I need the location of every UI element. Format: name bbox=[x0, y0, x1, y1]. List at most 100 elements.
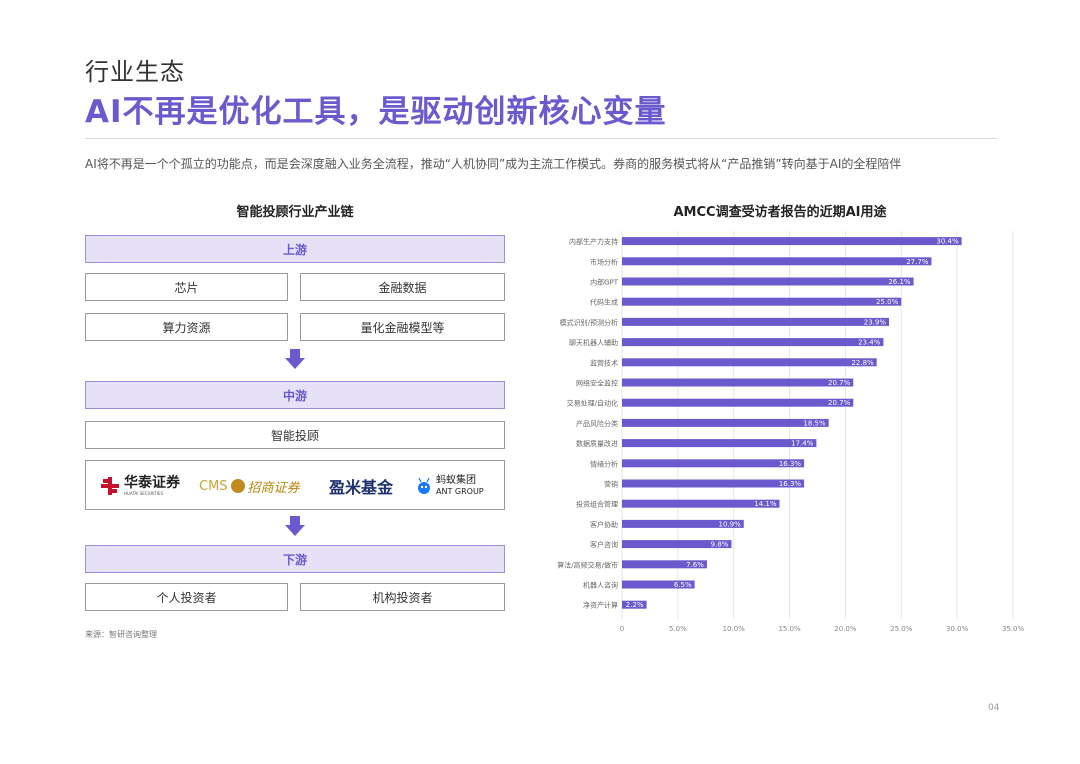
downstream-item-institutional-investors: 机构投资者 bbox=[300, 583, 505, 611]
bar bbox=[622, 237, 962, 246]
bar bbox=[622, 358, 877, 367]
data-label: 23.4% bbox=[858, 339, 881, 347]
midstream-item-robo-advisor: 智能投顾 bbox=[85, 421, 505, 449]
category-label: 聊天机器人辅助 bbox=[569, 338, 618, 347]
category-label: 产品风险分类 bbox=[576, 419, 618, 428]
page-title: AI不再是优化工具，是驱动创新核心变量 bbox=[85, 94, 667, 130]
category-label: 交易处理/自动化 bbox=[567, 399, 618, 408]
data-label: 27.7% bbox=[906, 258, 929, 266]
header-divider bbox=[85, 138, 997, 139]
category-label: 监管技术 bbox=[590, 358, 618, 367]
data-label: 7.6% bbox=[686, 561, 704, 569]
bar bbox=[622, 580, 695, 589]
data-label: 14.1% bbox=[754, 500, 777, 508]
data-label: 2.2% bbox=[626, 601, 644, 609]
data-label: 9.8% bbox=[711, 541, 729, 549]
bar bbox=[622, 257, 932, 266]
category-label: 客户咨询 bbox=[590, 540, 618, 549]
category-label: 内部GPT bbox=[590, 278, 619, 287]
bar bbox=[622, 600, 647, 609]
huatai-name: 华泰证券 bbox=[124, 475, 180, 491]
category-label: 网络安全监控 bbox=[576, 379, 618, 388]
bar bbox=[622, 540, 732, 549]
bar bbox=[622, 439, 817, 448]
bar bbox=[622, 277, 914, 286]
downstream-band: 下游 bbox=[85, 545, 505, 573]
category-label: 内部生产力支持 bbox=[569, 237, 618, 246]
company-logos: 华泰证券 HUATAI SECURITIES CMS 招商证券 盈米基金 蚂蚁集… bbox=[85, 460, 505, 510]
bar bbox=[622, 378, 854, 387]
x-tick-label: 20.0% bbox=[834, 625, 857, 633]
data-label: 20.7% bbox=[828, 379, 851, 387]
source-note: 来源：智研咨询整理 bbox=[85, 630, 157, 639]
bar bbox=[622, 459, 805, 468]
huatai-emblem-icon bbox=[101, 477, 119, 495]
downstream-item-retail-investors: 个人投资者 bbox=[85, 583, 288, 611]
cms-name-en: CMS bbox=[199, 478, 228, 494]
yingmi-name: 盈米基金 bbox=[329, 478, 394, 497]
x-tick-label: 10.0% bbox=[723, 625, 746, 633]
industry-chain-title: 智能投顾行业产业链 bbox=[236, 205, 354, 220]
arrow-down-icon bbox=[285, 516, 305, 536]
data-label: 30.4% bbox=[936, 238, 959, 246]
category-label: 营销 bbox=[604, 480, 618, 489]
bar bbox=[622, 418, 829, 427]
ant-icon bbox=[418, 477, 430, 494]
bar bbox=[622, 398, 854, 407]
cms-name: 招商证券 bbox=[247, 480, 300, 496]
category-label: 投资组合管理 bbox=[576, 500, 618, 509]
chart-title: AMCC调查受访者报告的近期AI用途 bbox=[673, 205, 887, 220]
bar bbox=[622, 560, 707, 569]
ant-name-en: ANT GROUP bbox=[436, 487, 484, 496]
ai-usage-bar-chart: 0 5.0% 10.0% 15.0% 20.0% 25.0% 30.0% 35.0% 内部生产力… bbox=[557, 231, 1025, 633]
data-label: 26.1% bbox=[888, 278, 911, 286]
upstream-item-financial-data: 金融数据 bbox=[300, 273, 505, 301]
huatai-name-en: HUATAI SECURITIES bbox=[124, 491, 164, 496]
ant-group-logo: 蚂蚁集团 ANT GROUP bbox=[416, 461, 484, 511]
category-label: 净资产计算 bbox=[583, 601, 618, 610]
bar bbox=[622, 499, 780, 508]
data-label: 16.3% bbox=[779, 480, 802, 488]
data-label: 22.8% bbox=[851, 359, 874, 367]
bar bbox=[622, 297, 902, 306]
page-number: 04 bbox=[988, 703, 1000, 713]
category-label: 数据质量改进 bbox=[576, 439, 618, 448]
category-label: 情绪分析 bbox=[590, 459, 618, 468]
upstream-band: 上游 bbox=[85, 235, 505, 263]
category-label: 算法/高频交易/做市 bbox=[557, 560, 618, 569]
x-tick-label: 5.0% bbox=[669, 625, 687, 633]
x-tick-label: 25.0% bbox=[890, 625, 913, 633]
category-label: 市场分析 bbox=[590, 257, 618, 266]
data-label: 10.9% bbox=[719, 520, 742, 528]
category-label: 机器人咨询 bbox=[583, 581, 618, 590]
data-label: 17.4% bbox=[791, 440, 814, 448]
upstream-item-quant-models: 量化金融模型等 bbox=[300, 313, 505, 341]
category-label: 代码生成 bbox=[590, 298, 618, 307]
yingmi-logo: 盈米基金 bbox=[329, 461, 393, 511]
data-label: 6.5% bbox=[674, 581, 692, 589]
data-label: 23.9% bbox=[864, 318, 887, 326]
cms-logo: CMS 招商证券 bbox=[199, 461, 300, 511]
arrow-down-icon bbox=[285, 349, 305, 369]
data-label: 25.0% bbox=[876, 298, 899, 306]
data-label: 18.5% bbox=[803, 419, 826, 427]
bar bbox=[622, 519, 744, 528]
midstream-band: 中游 bbox=[85, 381, 505, 409]
data-label: 16.3% bbox=[779, 460, 802, 468]
bar bbox=[622, 317, 889, 326]
x-tick-label: 35.0% bbox=[1002, 625, 1025, 633]
huatai-logo: 华泰证券 HUATAI SECURITIES bbox=[100, 461, 180, 511]
x-tick-label: 30.0% bbox=[946, 625, 969, 633]
upstream-item-chip: 芯片 bbox=[85, 273, 288, 301]
category-label: 模式识别/预测分析 bbox=[560, 318, 618, 327]
category-label: 客户协助 bbox=[590, 520, 618, 529]
section-title: 行业生态 bbox=[85, 58, 185, 86]
bar bbox=[622, 338, 884, 347]
ant-name: 蚂蚁集团 bbox=[436, 475, 476, 486]
bar bbox=[622, 479, 805, 488]
upstream-item-compute: 算力资源 bbox=[85, 313, 288, 341]
cms-emblem-icon bbox=[230, 479, 245, 493]
x-tick-label: 15.0% bbox=[778, 625, 801, 633]
x-tick-label: 0 bbox=[620, 625, 624, 633]
page-subtitle: AI将不再是一个个孤立的功能点，而是会深度融入业务全流程，推动“人机协同”成为主… bbox=[85, 157, 902, 171]
